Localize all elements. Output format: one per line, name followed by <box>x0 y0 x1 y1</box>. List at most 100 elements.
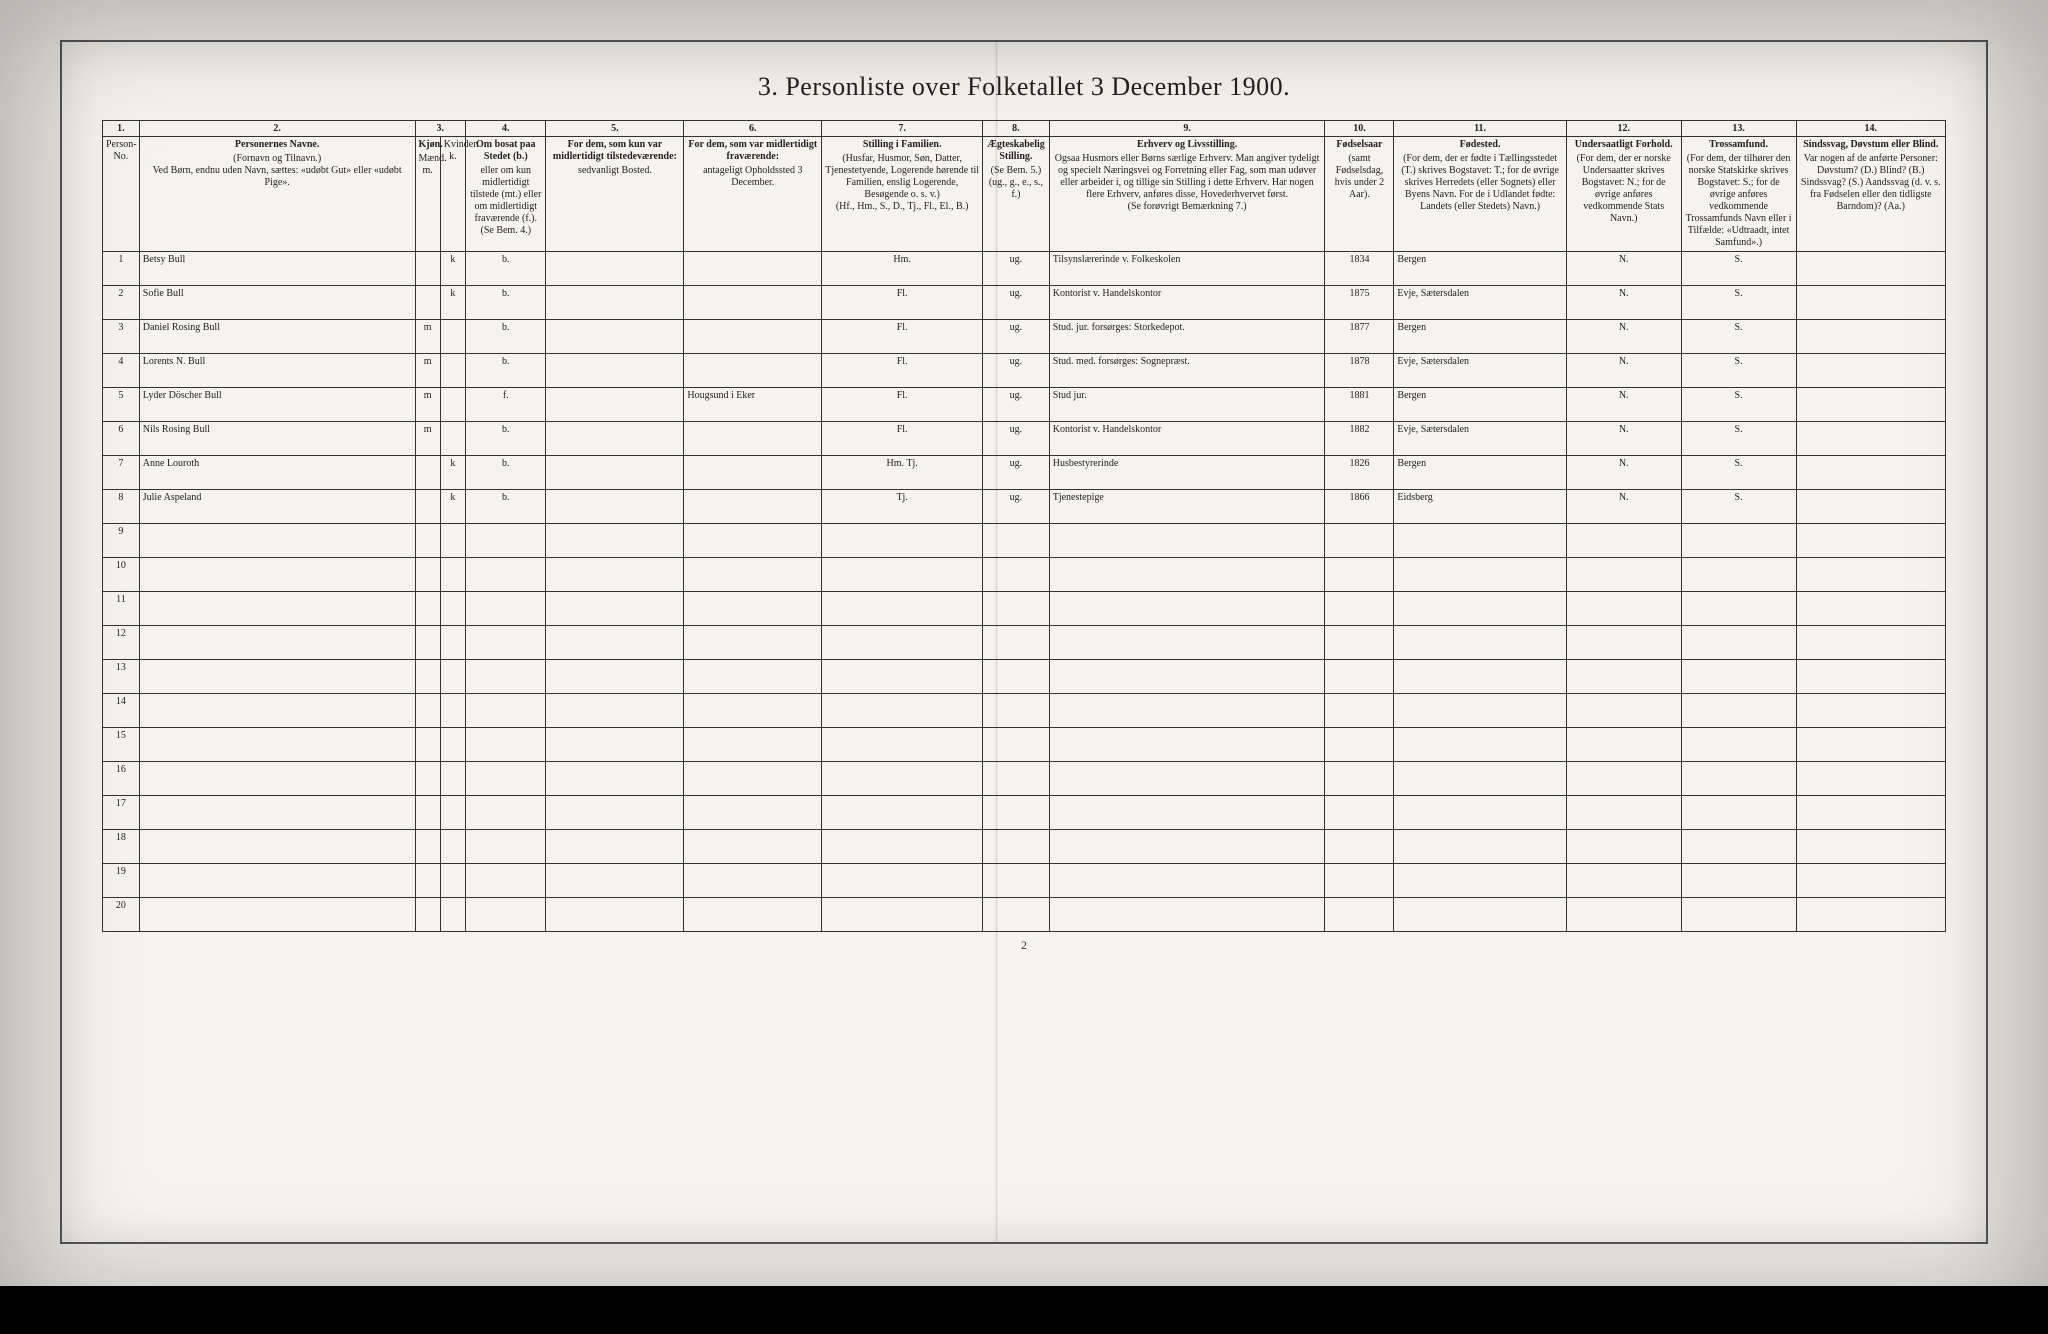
cell: S. <box>1681 490 1796 524</box>
cell: 15 <box>103 728 140 762</box>
cell <box>546 354 684 388</box>
cell <box>684 864 822 898</box>
col-number: 13. <box>1681 121 1796 137</box>
cell <box>684 456 822 490</box>
cell: b. <box>466 320 546 354</box>
cell <box>983 694 1050 728</box>
cell: 11 <box>103 592 140 626</box>
cell: Husbestyrerinde <box>1049 456 1325 490</box>
cell: b. <box>466 286 546 320</box>
header-row: Person-No.Personernes Navne.(Fornavn og … <box>103 137 1946 252</box>
cell <box>440 320 465 354</box>
cell <box>440 898 465 932</box>
cell <box>440 660 465 694</box>
cell: 18 <box>103 830 140 864</box>
table-row: 9 <box>103 524 1946 558</box>
cell <box>1049 660 1325 694</box>
table-row: 18 <box>103 830 1946 864</box>
cell <box>546 728 684 762</box>
cell <box>983 864 1050 898</box>
cell <box>822 796 983 830</box>
table-row: 5Lyder Döscher Bullmf.Hougsund i EkerFl.… <box>103 388 1946 422</box>
cell: Fl. <box>822 354 983 388</box>
cell <box>822 524 983 558</box>
cell: 1826 <box>1325 456 1394 490</box>
cell <box>1394 660 1566 694</box>
cell <box>1049 626 1325 660</box>
cell <box>1049 864 1325 898</box>
cell <box>1566 898 1681 932</box>
cell: 9 <box>103 524 140 558</box>
cell <box>415 694 440 728</box>
cell <box>466 898 546 932</box>
cell <box>1566 660 1681 694</box>
cell <box>684 592 822 626</box>
table-row: 8Julie Aspelandkb.Tj.ug.Tjenestepige1866… <box>103 490 1946 524</box>
cell: S. <box>1681 422 1796 456</box>
cell <box>466 762 546 796</box>
cell: Hm. Tj. <box>822 456 983 490</box>
cell <box>139 660 415 694</box>
cell <box>415 558 440 592</box>
cell <box>440 796 465 830</box>
cell <box>1796 456 1945 490</box>
cell <box>684 320 822 354</box>
column-header: Ægteskabelig Stilling.(Se Bem. 5.)(ug., … <box>983 137 1050 252</box>
cell: ug. <box>983 490 1050 524</box>
cell <box>1394 898 1566 932</box>
col-number: 3. <box>415 121 466 137</box>
cell <box>1681 796 1796 830</box>
table-row: 15 <box>103 728 1946 762</box>
cell: b. <box>466 490 546 524</box>
cell <box>440 864 465 898</box>
table-row: 20 <box>103 898 1946 932</box>
cell <box>1049 694 1325 728</box>
cell <box>139 762 415 796</box>
cell: Kontorist v. Handelskontor <box>1049 422 1325 456</box>
cell <box>139 864 415 898</box>
cell: Stud. jur. forsørges: Storkedepot. <box>1049 320 1325 354</box>
cell <box>546 592 684 626</box>
col-number: 9. <box>1049 121 1325 137</box>
column-header: Sindssvag, Døvstum eller Blind.Var nogen… <box>1796 137 1945 252</box>
cell <box>1796 354 1945 388</box>
cell <box>1394 558 1566 592</box>
cell: Fl. <box>822 388 983 422</box>
cell <box>1681 694 1796 728</box>
cell <box>1566 592 1681 626</box>
cell <box>1681 592 1796 626</box>
cell: 19 <box>103 864 140 898</box>
column-header: For dem, som var midlertidigt fraværende… <box>684 137 822 252</box>
column-header: Personernes Navne.(Fornavn og Tilnavn.)V… <box>139 137 415 252</box>
cell <box>1325 626 1394 660</box>
cell <box>546 388 684 422</box>
cell: Lorents N. Bull <box>139 354 415 388</box>
cell <box>1049 558 1325 592</box>
photo-frame: 3. Personliste over Folketallet 3 Decemb… <box>0 0 2048 1334</box>
cell <box>1796 592 1945 626</box>
cell: Bergen <box>1394 320 1566 354</box>
cell <box>546 286 684 320</box>
cell <box>1796 660 1945 694</box>
cell <box>1325 592 1394 626</box>
cell <box>415 898 440 932</box>
cell <box>139 694 415 728</box>
cell <box>684 660 822 694</box>
cell: 4 <box>103 354 140 388</box>
cell <box>983 898 1050 932</box>
cell: ug. <box>983 422 1050 456</box>
cell <box>1681 524 1796 558</box>
cell <box>1049 796 1325 830</box>
cell <box>466 830 546 864</box>
cell <box>466 626 546 660</box>
cell <box>1796 286 1945 320</box>
cell: N. <box>1566 320 1681 354</box>
cell <box>546 796 684 830</box>
cell <box>415 796 440 830</box>
cell <box>684 422 822 456</box>
cell <box>684 830 822 864</box>
cell <box>1566 626 1681 660</box>
cell <box>1796 864 1945 898</box>
cell <box>1394 626 1566 660</box>
page-title: 3. Personliste over Folketallet 3 Decemb… <box>102 72 1946 102</box>
